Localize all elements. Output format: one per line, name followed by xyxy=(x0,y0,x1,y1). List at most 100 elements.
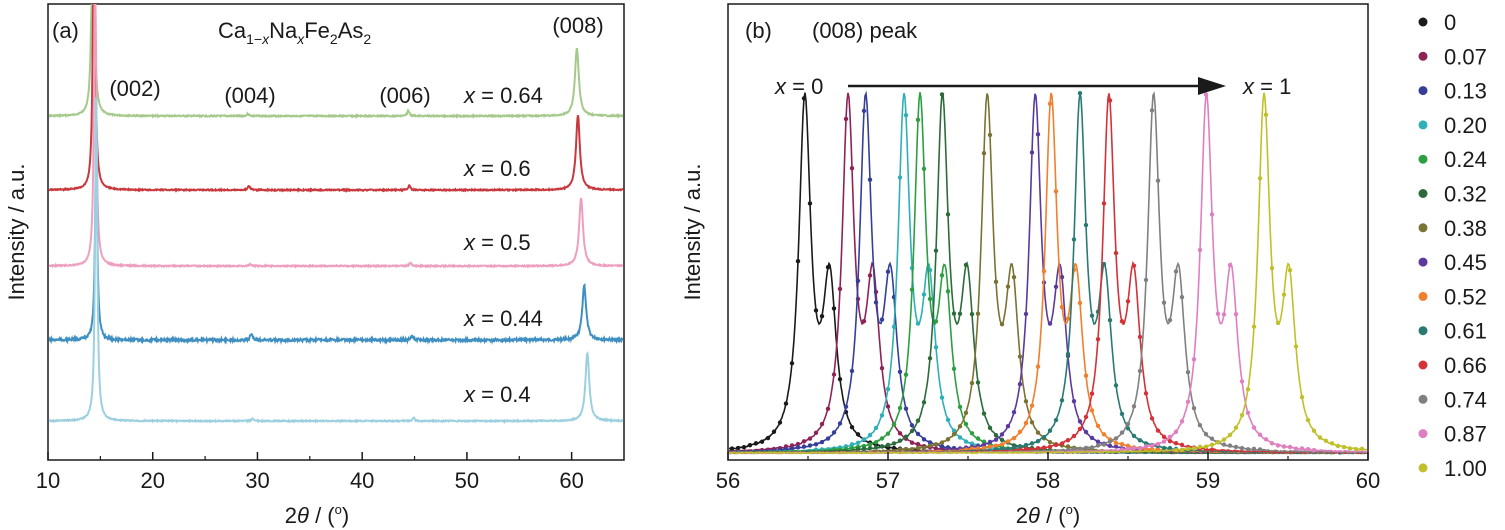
peak-point-0.87 xyxy=(1149,443,1155,448)
peak-point-0.74 xyxy=(1251,446,1257,452)
panel-b-xtick-label: 56 xyxy=(716,468,740,493)
peak-point-0.74 xyxy=(1113,436,1119,441)
legend-marker xyxy=(1418,51,1428,61)
peak-point-0.07 xyxy=(915,441,921,447)
panel-b-xlabel: 2θ / (o) xyxy=(1016,502,1080,528)
peak-point-0.24 xyxy=(975,436,981,441)
peak-point-0.13 xyxy=(843,404,849,409)
xrd-curve-0.4 xyxy=(48,97,624,424)
legend-label: 0.32 xyxy=(1444,182,1487,207)
peak-point-0.24 xyxy=(951,366,957,371)
peak-point-0.66 xyxy=(1137,334,1143,340)
peak-point-0.66 xyxy=(1107,98,1113,103)
peak-point-0.24 xyxy=(873,440,879,445)
peak-point-0.20 xyxy=(849,442,855,447)
peak-point-0.13 xyxy=(849,368,855,374)
peak-point-0.87 xyxy=(1257,432,1263,437)
peak-point-0 xyxy=(819,314,825,319)
peak-point-0.87 xyxy=(1125,446,1131,452)
peak-point-0.07 xyxy=(909,440,915,445)
peak-point-0.66 xyxy=(1125,299,1131,304)
panel-a-xtick-label: 60 xyxy=(559,468,583,493)
peak-point-0 xyxy=(831,306,837,311)
peak-point-0.66 xyxy=(1065,438,1071,443)
peak-point-0.52 xyxy=(1029,403,1035,408)
peak-point-0.52 xyxy=(1101,432,1107,437)
peak-point-1.00 xyxy=(1239,413,1245,418)
peak-point-0.87 xyxy=(1245,410,1251,416)
peak-point-0.87 xyxy=(1221,312,1227,317)
peak-point-0.87 xyxy=(1233,311,1239,317)
peak-point-0 xyxy=(747,442,753,448)
peak-point-0.87 xyxy=(1281,444,1287,449)
peak-point-0.38 xyxy=(1017,354,1023,359)
peak-point-1.00 xyxy=(1335,443,1341,449)
peak-point-0.32 xyxy=(873,445,879,450)
legend-label: 0.52 xyxy=(1444,284,1487,309)
legend-item-0.24: 0.24 xyxy=(1418,147,1487,172)
legend-marker xyxy=(1418,120,1428,130)
legend-marker xyxy=(1418,326,1428,336)
peak-line-0.52 xyxy=(728,92,1368,455)
peak-point-0.32 xyxy=(945,212,951,217)
peak-point-0.24 xyxy=(981,439,987,444)
peak-point-0.74 xyxy=(1125,421,1131,427)
peak-point-0.45 xyxy=(1017,381,1023,387)
peak-point-0.45 xyxy=(1089,435,1095,441)
peak-point-0.61 xyxy=(1113,383,1119,388)
peak-point-1.00 xyxy=(1191,446,1197,451)
legend: 0 0.07 0.13 0.20 0.24 0.32 0.38 0.45 0.52 0.61 0.6… xyxy=(1418,10,1487,481)
peak-point-0.24 xyxy=(957,404,963,410)
peak-point-0.24 xyxy=(969,431,975,436)
series-label-0.6: x = 0.6 xyxy=(463,156,531,181)
peak-curve-0.52 xyxy=(728,92,1368,455)
legend-item-0.45: 0.45 xyxy=(1418,250,1487,275)
peak-point-0.45 xyxy=(1035,132,1041,137)
peak-point-0.87 xyxy=(1137,445,1143,451)
peak-point-0.38 xyxy=(1047,439,1053,445)
peak-point-0.13 xyxy=(825,436,831,441)
peak-point-0.61 xyxy=(1125,426,1131,431)
peak-point-0.24 xyxy=(891,422,897,427)
peak-point-0.61 xyxy=(1035,438,1041,444)
peak-point-0.74 xyxy=(1131,404,1137,409)
peak-point-0 xyxy=(783,401,789,406)
peak-point-1.00 xyxy=(1215,440,1221,445)
peak-point-0.32 xyxy=(987,425,993,430)
peak-point-0.74 xyxy=(1155,178,1161,183)
peak-point-0.45 xyxy=(1107,443,1113,449)
peak-point-0.74 xyxy=(1071,446,1077,452)
peak-point-1.00 xyxy=(1305,417,1311,423)
peak-point-0.61 xyxy=(1041,434,1047,440)
peak-point-0.74 xyxy=(1221,442,1227,447)
peak-point-0.45 xyxy=(1053,284,1059,290)
peak-point-0.87 xyxy=(1155,441,1161,447)
peak-point-0.13 xyxy=(807,443,813,448)
legend-item-0.61: 0.61 xyxy=(1418,319,1487,344)
peak-point-0.38 xyxy=(981,150,987,156)
legend-label: 0.38 xyxy=(1444,216,1487,241)
peak-point-0.38 xyxy=(921,445,927,451)
peak-point-0.87 xyxy=(1167,434,1173,440)
peak-point-0.61 xyxy=(1059,398,1065,403)
peak-point-0.45 xyxy=(999,432,1005,437)
peak-point-0.38 xyxy=(969,380,975,386)
peak-point-0.74 xyxy=(1143,277,1149,283)
peak-point-0.13 xyxy=(855,278,861,283)
peak-point-1.00 xyxy=(1281,292,1287,297)
peak-point-1.00 xyxy=(1287,268,1293,273)
peak-point-1.00 xyxy=(1203,444,1209,449)
peak-point-0.74 xyxy=(1227,443,1233,448)
panel-a-ylabel: Intensity / a.u. xyxy=(4,164,29,301)
peak-point-0.87 xyxy=(1173,429,1179,435)
panel-a-peak-labels: (002) (004) (006) (008) xyxy=(109,13,603,108)
legend-marker xyxy=(1418,17,1428,27)
peak-point-0.07 xyxy=(807,436,813,441)
peak-point-1.00 xyxy=(1323,438,1329,444)
peak-point-0.52 xyxy=(1053,189,1059,194)
peak-point-0.45 xyxy=(1005,423,1011,429)
peak-point-0.66 xyxy=(1047,444,1053,449)
peak-point-0.52 xyxy=(1041,268,1047,274)
peak-point-0.32 xyxy=(915,418,921,423)
legend-label: 0.07 xyxy=(1444,44,1487,69)
